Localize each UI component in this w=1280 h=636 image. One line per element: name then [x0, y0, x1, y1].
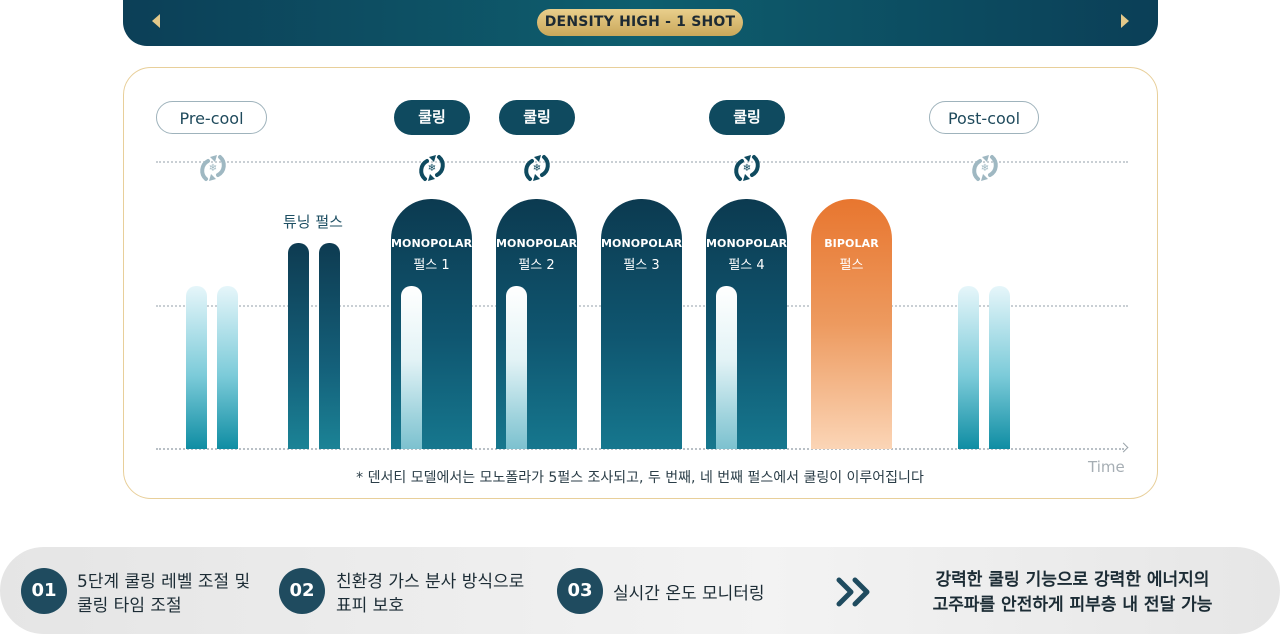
pre-cool-bar	[186, 286, 207, 449]
cooling-bar	[506, 286, 527, 449]
mode-label: DENSITY HIGH - 1 SHOT	[537, 9, 743, 36]
feature-text: 실시간 온도 모니터링	[613, 584, 765, 604]
time-axis-label: Time	[1088, 458, 1125, 476]
pulse-name: 펄스 2	[518, 258, 555, 273]
pulse-type: MONOPOLAR	[391, 237, 473, 250]
bipolar-pulse: BIPOLAR 펄스	[811, 199, 892, 449]
monopolar-pulse-4: MONOPOLAR 펄스 4	[706, 199, 787, 449]
feature-text: 친환경 가스 분사 방식으로 표피 보호	[336, 572, 525, 616]
pulse-name: 펄스 4	[728, 258, 765, 273]
cooling-icon: ❄	[734, 155, 760, 181]
next-arrow-icon[interactable]	[1121, 14, 1129, 28]
prev-arrow-icon[interactable]	[152, 14, 160, 28]
cooling-icon: ❄	[972, 155, 998, 181]
mode-header: DENSITY HIGH - 1 SHOT	[123, 0, 1158, 46]
svg-text:❄: ❄	[209, 163, 217, 174]
diagram-footnote: * 덴서티 모델에서는 모노폴라가 5펄스 조사되고, 두 번째, 네 번째 펄…	[356, 470, 924, 486]
pulse-type: MONOPOLAR	[706, 237, 788, 250]
svg-text:❄: ❄	[743, 163, 751, 174]
svg-text:❄: ❄	[533, 163, 541, 174]
pulse-name: 펄스 1	[413, 258, 450, 273]
feature-strip	[0, 547, 1280, 634]
pulse-name: 펄스 3	[623, 258, 660, 273]
cooling-bar	[401, 286, 422, 449]
tuning-pulse-bar	[288, 243, 309, 449]
tuning-pulse-bar	[319, 243, 340, 449]
post-cool-bar	[989, 286, 1010, 449]
cooling-label-1: 쿨링	[394, 100, 470, 135]
cooling-label-2: 쿨링	[499, 100, 575, 135]
double-chevron-icon	[836, 577, 870, 607]
svg-text:❄: ❄	[981, 163, 989, 174]
feature-number: 03	[557, 568, 603, 614]
feature-number: 02	[279, 568, 325, 614]
pulse-type: MONOPOLAR	[601, 237, 683, 250]
pre-cool-bar	[217, 286, 238, 449]
svg-text:❄: ❄	[428, 163, 436, 174]
guide-line-top	[156, 161, 1128, 163]
summary-text: 강력한 쿨링 기능으로 강력한 에너지의 고주파를 안전하게 피부층 내 전달 …	[932, 570, 1213, 615]
cooling-label-3: 쿨링	[709, 100, 785, 135]
pre-cool-label: Pre-cool	[156, 101, 267, 134]
time-axis	[156, 448, 1124, 450]
post-cool-bar	[958, 286, 979, 449]
monopolar-pulse-1: MONOPOLAR 펄스 1	[391, 199, 472, 449]
tuning-pulse-label: 튜닝 펄스	[283, 213, 343, 231]
monopolar-pulse-3: MONOPOLAR 펄스 3	[601, 199, 682, 449]
pulse-type: BIPOLAR	[824, 237, 879, 250]
monopolar-pulse-2: MONOPOLAR 펄스 2	[496, 199, 577, 449]
post-cool-label: Post-cool	[929, 101, 1039, 134]
cooling-icon: ❄	[200, 155, 226, 181]
pulse-type: MONOPOLAR	[496, 237, 578, 250]
cooling-icon: ❄	[524, 155, 550, 181]
cooling-icon: ❄	[419, 155, 445, 181]
pulse-name: 펄스	[839, 258, 864, 273]
feature-text: 5단계 쿨링 레벨 조절 및 쿨링 타임 조절	[77, 572, 251, 616]
cooling-bar	[716, 286, 737, 449]
feature-number: 01	[21, 568, 67, 614]
